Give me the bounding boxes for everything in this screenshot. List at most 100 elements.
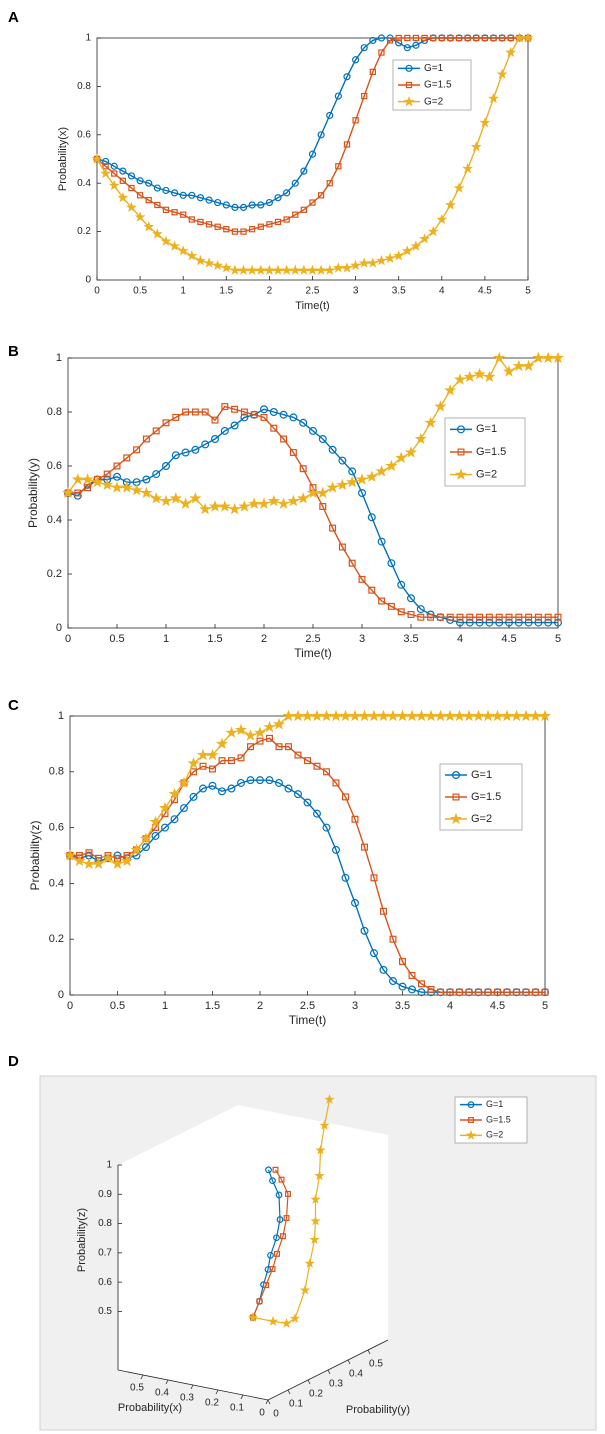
marker <box>248 497 261 509</box>
marker <box>117 192 129 203</box>
marker <box>403 44 411 52</box>
x-tick-label: 0 <box>259 1408 265 1419</box>
marker <box>493 351 506 364</box>
marker <box>465 618 474 627</box>
marker <box>294 790 303 799</box>
marker <box>162 462 171 471</box>
marker <box>324 1094 335 1104</box>
x-tick <box>140 1374 144 1380</box>
marker <box>154 201 161 209</box>
x-tick-label: 0 <box>65 633 71 645</box>
y-tick-label: 0 <box>58 989 64 1001</box>
marker <box>473 367 486 380</box>
marker <box>348 559 356 567</box>
marker <box>279 410 288 419</box>
marker <box>515 613 523 621</box>
legend-marker <box>405 64 413 72</box>
marker <box>498 34 506 42</box>
marker <box>475 618 484 627</box>
marker <box>485 613 493 621</box>
marker <box>260 413 268 421</box>
marker <box>385 459 398 472</box>
marker <box>275 778 284 787</box>
marker <box>265 1166 272 1174</box>
y-tick-label: 0.5 <box>369 1359 383 1370</box>
marker <box>91 153 103 164</box>
marker <box>332 779 340 787</box>
marker <box>240 228 247 235</box>
marker <box>283 189 291 197</box>
x-tick-label: 4 <box>457 633 463 645</box>
marker <box>361 843 368 851</box>
marker <box>395 39 403 47</box>
legend-marker <box>457 425 466 434</box>
marker <box>111 170 118 177</box>
marker <box>263 1282 269 1289</box>
marker <box>205 196 213 204</box>
y-tick-label: 0.8 <box>77 81 91 92</box>
marker <box>332 845 341 854</box>
marker <box>421 34 428 42</box>
marker <box>465 988 473 996</box>
z-tick-label: 0.6 <box>98 1277 112 1288</box>
marker <box>269 1266 276 1272</box>
x-tick-label: 5 <box>525 286 531 297</box>
marker <box>231 228 239 235</box>
axes-area <box>118 1105 388 1400</box>
marker <box>361 92 368 100</box>
y-tick-label: 0.4 <box>47 514 62 526</box>
marker <box>376 254 387 266</box>
y-tick-label: 0 <box>56 622 62 634</box>
marker <box>299 1284 311 1295</box>
marker <box>513 988 520 996</box>
marker <box>456 618 465 627</box>
legend-label: G=2 <box>486 1130 503 1140</box>
marker <box>310 1215 321 1226</box>
marker <box>318 435 327 444</box>
y-tick-label: 0.1 <box>289 1399 303 1410</box>
marker <box>294 751 302 759</box>
marker <box>84 484 92 492</box>
panel-label: A <box>8 9 19 26</box>
marker <box>387 602 395 610</box>
marker <box>380 907 387 915</box>
x-tick-label: 2 <box>267 286 273 297</box>
marker <box>188 216 195 223</box>
marker <box>272 1166 279 1173</box>
marker <box>113 462 121 470</box>
x-tick-label: 1.5 <box>207 633 222 645</box>
marker <box>463 370 476 383</box>
marker <box>324 264 336 275</box>
x-tick <box>240 1394 244 1400</box>
marker <box>209 765 216 773</box>
marker <box>227 784 236 793</box>
marker <box>231 405 239 413</box>
marker <box>351 815 359 823</box>
marker <box>544 618 553 627</box>
marker <box>265 198 273 207</box>
marker <box>303 798 312 807</box>
marker <box>397 608 405 616</box>
x-tick-label: 4 <box>447 1000 453 1012</box>
marker <box>332 262 344 273</box>
marker <box>445 199 456 210</box>
marker <box>256 776 265 785</box>
marker <box>304 757 311 765</box>
marker <box>488 92 499 104</box>
x-tick-label: 5 <box>555 633 561 645</box>
marker <box>315 264 327 275</box>
marker <box>351 898 360 907</box>
x-tick-label: 1.5 <box>205 1000 220 1012</box>
marker <box>464 34 471 42</box>
marker <box>234 723 248 736</box>
marker <box>313 762 321 770</box>
y-axis-label: Probability(y) <box>346 1404 410 1416</box>
marker <box>111 857 124 870</box>
legend-marker <box>405 81 413 89</box>
marker <box>201 440 210 449</box>
marker <box>189 792 198 801</box>
marker <box>308 150 317 158</box>
z-tick-label: 0.5 <box>98 1306 112 1317</box>
x-tick-label: 3.5 <box>403 633 418 645</box>
marker <box>273 1234 280 1242</box>
